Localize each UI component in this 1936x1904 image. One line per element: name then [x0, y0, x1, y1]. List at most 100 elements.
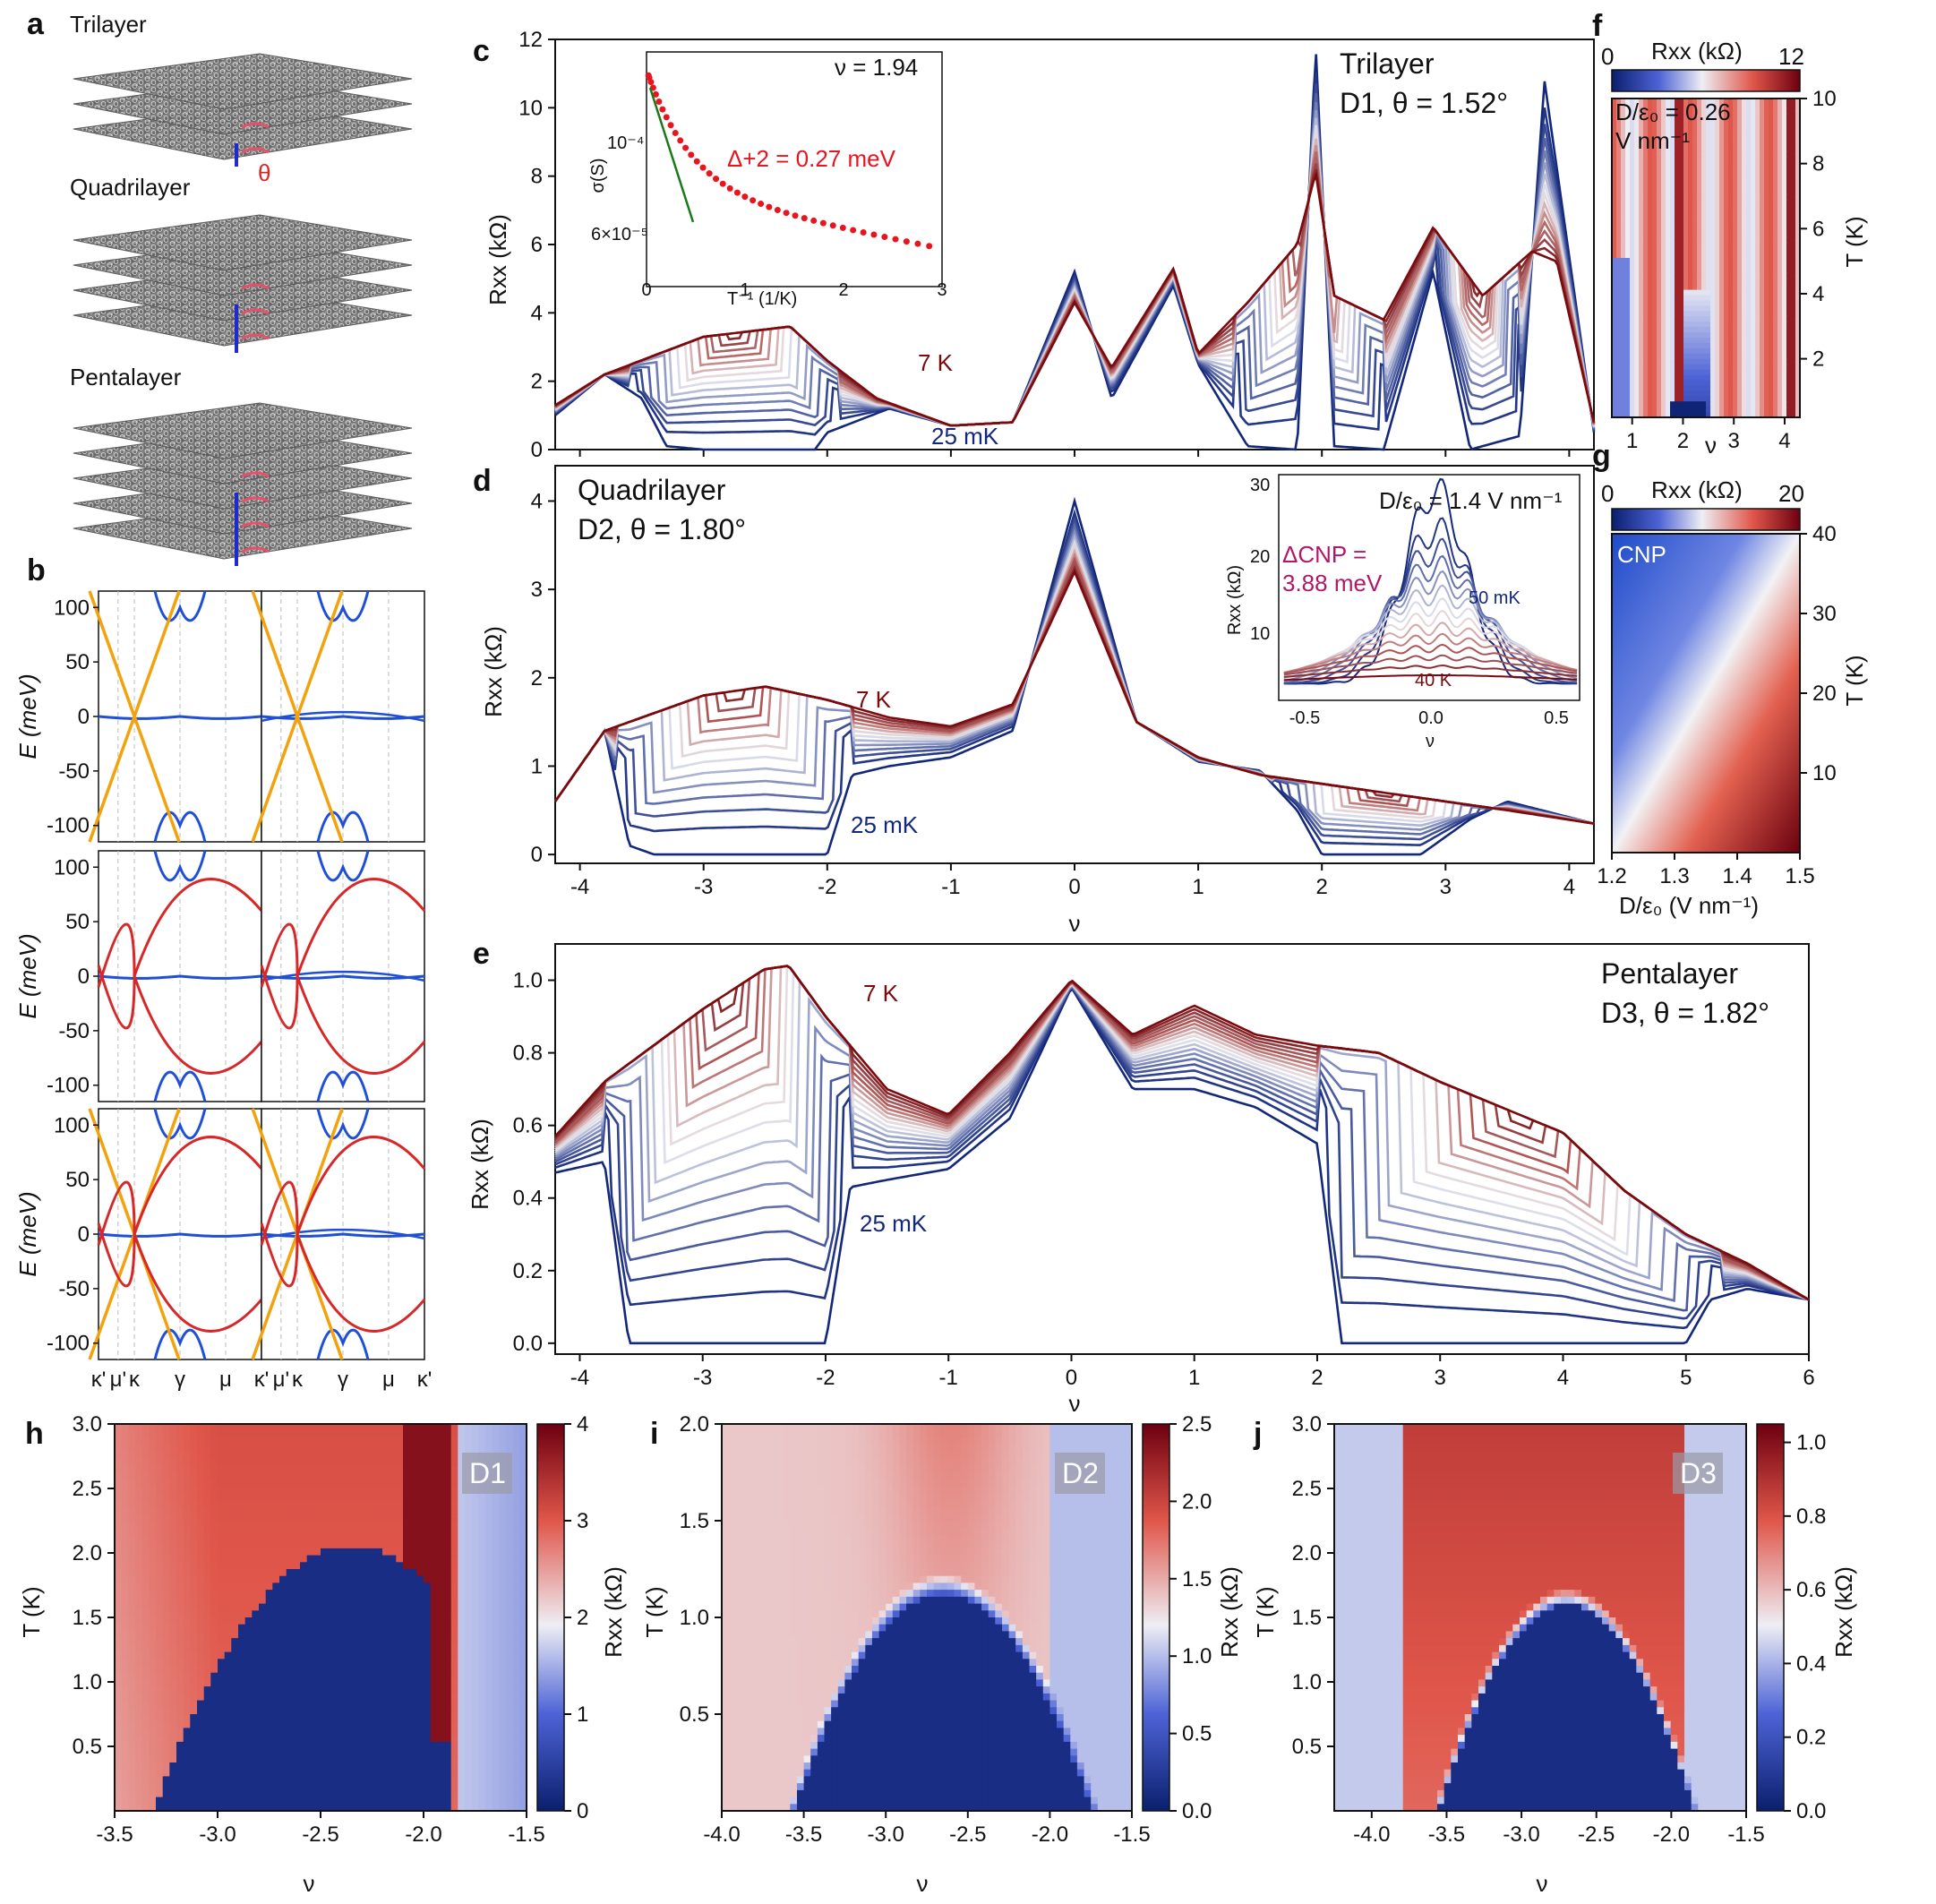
heatmap-f-cell: [1697, 347, 1702, 355]
heatmap-h-cell: [156, 1499, 164, 1508]
heatmap-f-cell: [1795, 141, 1801, 147]
heatmap-h-cell: [458, 1445, 466, 1453]
heatmap-h-cell: [424, 1499, 432, 1508]
heatmap-h-cell: [362, 1465, 370, 1473]
heatmap-f-cell: [1786, 146, 1792, 152]
heatmap-f-cell: [1683, 236, 1689, 243]
heatmap-h-cell: [347, 1590, 356, 1598]
heatmap-h-cell: [416, 1644, 424, 1653]
heatmap-f-cell: [1782, 119, 1787, 126]
heatmap-h-cell: [382, 1458, 390, 1466]
heatmap-h-cell: [210, 1479, 218, 1487]
heatmap-f-cell: [1760, 151, 1765, 158]
heatmap-f-cell: [1710, 204, 1716, 211]
heatmap-f-cell: [1616, 295, 1622, 301]
heatmap-f-cell: [1643, 173, 1649, 179]
heatmap-h-cell: [231, 1541, 239, 1549]
heatmap-f-cell: [1701, 215, 1707, 221]
heatmap-h-cell: [430, 1603, 438, 1611]
heatmap-f-cell: [1769, 108, 1774, 116]
heatmap-f-cell: [1634, 358, 1640, 365]
heatmap-h-cell: [176, 1465, 184, 1473]
heatmap-h-cell: [259, 1437, 267, 1445]
heatmap-f-cell: [1724, 135, 1729, 142]
heatmap-h-cell: [203, 1445, 211, 1453]
heatmap-f-cell: [1621, 242, 1626, 248]
heatmap-f-cell: [1621, 231, 1626, 237]
heatmap-h-cell: [141, 1521, 150, 1529]
heatmap-f-cell: [1733, 204, 1738, 211]
heatmap-f-cell: [1742, 268, 1747, 275]
heatmap-f-cell: [1715, 342, 1720, 349]
heatmap-f-cell: [1786, 374, 1792, 381]
heatmap-f-cell: [1679, 305, 1684, 312]
heatmap-f-cell: [1710, 262, 1716, 270]
heatmap-h-cell: [238, 1493, 246, 1501]
heatmap-f-cell: [1715, 262, 1720, 270]
heatmap-h-cell: [135, 1631, 143, 1639]
heatmap-f-cell: [1751, 258, 1756, 264]
heatmap-h-cell: [512, 1548, 520, 1557]
heatmap-h-cell: [265, 1590, 273, 1598]
heatmap-h-cell: [203, 1424, 211, 1432]
heatmap-f-cell: [1778, 327, 1783, 333]
heatmap-f-cell: [1697, 407, 1702, 413]
heatmap-f-cell: [1683, 347, 1689, 355]
heatmap-h-cell: [224, 1451, 232, 1460]
heatmap-h-cell: [416, 1575, 424, 1583]
heatmap-h-cell: [162, 1569, 170, 1577]
heatmap-h-cell: [389, 1479, 397, 1487]
heatmap-f-cell: [1778, 258, 1783, 264]
heatmap-h-cell: [176, 1562, 184, 1570]
heatmap-f-cell: [1625, 114, 1631, 121]
heatmap-h-cell: [347, 1451, 356, 1460]
heatmap-h-cell: [203, 1651, 211, 1660]
heatmap-h-cell: [409, 1603, 417, 1611]
heatmap-f-cell: [1616, 316, 1622, 322]
heatmap-h-cell: [286, 1445, 294, 1453]
heatmap-f-cell: [1652, 262, 1658, 270]
heatmap-h-cell: [162, 1596, 170, 1605]
heatmap-f-cell: [1634, 167, 1640, 174]
heatmap-f-cell: [1719, 258, 1725, 264]
heatmap-h-cell: [293, 1445, 301, 1453]
x-tick-label: 6: [1803, 1366, 1814, 1390]
heatmap-f-cell: [1670, 236, 1675, 243]
heatmap-h-cell: [492, 1514, 500, 1522]
heatmap-f-cell: [1630, 199, 1635, 206]
heatmap-h-cell: [347, 1624, 356, 1632]
heatmap-h-cell: [403, 1445, 411, 1453]
heatmap-f-cell: [1688, 162, 1693, 168]
heatmap-h-cell: [355, 1534, 363, 1542]
heatmap-f-cell: [1625, 146, 1631, 152]
heatmap-h-cell: [403, 1638, 411, 1646]
heatmap-f-cell: [1764, 124, 1769, 132]
heatmap-h-cell: [409, 1430, 417, 1438]
heatmap-h-cell: [210, 1445, 218, 1453]
heatmap-h-cell: [444, 1569, 452, 1577]
heatmap-f-cell: [1746, 289, 1752, 296]
heatmap-f-cell: [1764, 401, 1769, 407]
heatmap-f-cell: [1612, 242, 1617, 248]
heatmap-f-cell: [1746, 273, 1752, 280]
heatmap-f-cell: [1769, 390, 1774, 397]
heatmap-f-cell: [1616, 173, 1622, 179]
heatmap-f-cell: [1639, 347, 1644, 355]
heatmap-h-cell: [368, 1596, 376, 1605]
heatmap-f-cell: [1692, 353, 1698, 360]
heatmap-h-cell: [115, 1458, 123, 1466]
heatmap-f-cell: [1639, 135, 1644, 142]
heatmap-h-cell: [327, 1610, 335, 1618]
heatmap-f-cell: [1643, 135, 1649, 142]
heatmap-f-cell: [1742, 242, 1747, 248]
heatmap-f-cell: [1657, 338, 1662, 344]
heatmap-h-cell: [135, 1445, 143, 1453]
heatmap-h-cell: [293, 1575, 301, 1583]
heatmap-f-cell: [1697, 226, 1702, 232]
heatmap-f-cell: [1666, 124, 1671, 132]
heatmap-f-cell: [1661, 380, 1666, 386]
heatmap-f-cell: [1715, 289, 1720, 296]
heatmap-f-cell: [1652, 412, 1658, 418]
heatmap-f-cell: [1782, 284, 1787, 291]
heatmap-f-cell: [1666, 215, 1671, 221]
